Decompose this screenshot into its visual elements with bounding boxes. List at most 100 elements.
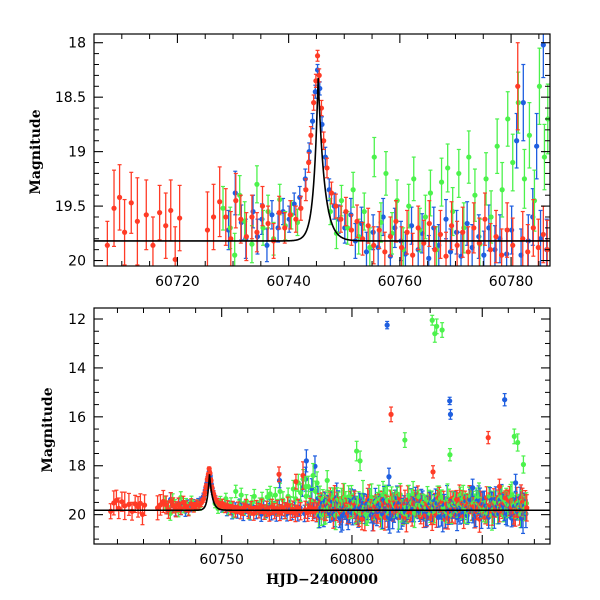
- blue-data-point: [225, 209, 232, 251]
- red-data-point: [487, 222, 494, 266]
- green-outlier-point: [303, 476, 309, 497]
- red-data-point: [206, 466, 212, 472]
- green-outlier-point: [439, 322, 445, 338]
- top-panel-frame: [93, 33, 551, 267]
- green-outlier-point: [429, 314, 435, 326]
- blue-outlier-point: [303, 449, 309, 473]
- red-data-point: [471, 202, 477, 254]
- red-outlier-point: [388, 406, 394, 423]
- blue-data-point: [269, 200, 275, 230]
- top-panel-x-tick-label: 60720: [155, 274, 200, 290]
- red-data-point: [157, 493, 164, 516]
- red-data-point: [524, 494, 530, 522]
- red-data-point: [287, 200, 293, 230]
- top-panel-y-tick-label: 19: [68, 145, 86, 161]
- red-data-point: [203, 483, 209, 490]
- green-outlier-point: [402, 432, 408, 448]
- bottom-panel-y-axis-label: Magnitude: [40, 387, 56, 472]
- red-data-point: [316, 68, 322, 83]
- red-data-point: [493, 209, 499, 264]
- blue-data-point: [540, 34, 546, 79]
- red-data-point: [365, 207, 371, 244]
- red-data-point: [249, 194, 255, 240]
- red-outlier-point: [276, 466, 282, 483]
- red-data-point: [426, 200, 432, 247]
- green-data-point: [526, 102, 533, 169]
- red-data-point: [217, 166, 223, 238]
- red-data-point: [393, 200, 399, 243]
- green-data-point: [541, 123, 548, 191]
- red-data-point: [314, 49, 321, 62]
- red-data-point: [303, 178, 309, 202]
- green-outlier-point: [447, 448, 453, 462]
- red-data-point: [122, 491, 128, 521]
- green-data-point: [233, 484, 239, 499]
- red-data-point: [210, 183, 217, 251]
- blue-outlier-point: [447, 408, 454, 420]
- green-data-point: [383, 151, 389, 196]
- red-data-point: [387, 216, 393, 257]
- red-data-point: [150, 216, 156, 266]
- green-data-point: [536, 47, 543, 126]
- red-data-point: [163, 192, 169, 259]
- red-data-point: [354, 204, 360, 239]
- top-panel-y-tick-label: 20: [68, 254, 86, 270]
- green-data-point: [367, 227, 373, 266]
- red-data-point: [177, 184, 183, 252]
- blue-outlier-point: [513, 473, 519, 493]
- red-data-point: [313, 73, 319, 88]
- red-data-point: [305, 503, 311, 522]
- red-data-point: [276, 195, 282, 230]
- bottom-panel-y-tick-label: 20: [68, 508, 86, 524]
- bottom-panel-y-tick-label: 18: [68, 459, 86, 475]
- red-data-point: [328, 181, 335, 205]
- red-data-point: [333, 193, 339, 219]
- red-data-point: [465, 226, 471, 266]
- red-data-point: [160, 489, 166, 514]
- green-outlier-point: [520, 455, 527, 474]
- red-data-point: [157, 184, 163, 241]
- red-data-point: [510, 217, 516, 266]
- red-data-point: [121, 198, 128, 266]
- bottom-panel: 60750 60800 60850 12 14 16 18 20 Magnitude HJD−…: [40, 307, 551, 588]
- red-data-point: [172, 226, 178, 266]
- green-outlier-point: [515, 433, 521, 452]
- red-data-point: [111, 169, 117, 247]
- red-outlier-point: [293, 473, 299, 490]
- green-data-point: [427, 169, 434, 217]
- red-data-point: [170, 497, 176, 514]
- red-data-point: [116, 164, 123, 231]
- red-data-point: [525, 224, 531, 266]
- red-data-point: [535, 218, 541, 266]
- top-panel-clip-group: [94, 34, 550, 266]
- green-data-point: [456, 148, 462, 198]
- top-panel-y-tick-label: 18.5: [55, 90, 86, 106]
- red-data-point: [311, 94, 317, 111]
- red-data-point: [520, 210, 526, 266]
- red-data-point: [324, 157, 330, 179]
- top-panel-model-curve: [94, 77, 550, 242]
- red-data-point: [277, 504, 283, 522]
- blue-data-point: [514, 112, 520, 169]
- red-data-point: [415, 205, 421, 251]
- red-data-point: [104, 220, 110, 266]
- red-data-point: [228, 210, 234, 266]
- red-data-point: [259, 185, 266, 227]
- green-data-point: [350, 171, 356, 208]
- top-panel-x-tick-label: 60740: [266, 274, 311, 290]
- blue-data-point: [464, 201, 470, 246]
- red-data-point: [530, 198, 536, 257]
- red-data-point: [204, 191, 211, 266]
- red-data-point: [398, 226, 405, 266]
- red-data-point: [371, 226, 377, 265]
- red-data-point: [404, 209, 410, 255]
- red-data-point: [476, 217, 482, 266]
- red-data-point: [126, 492, 132, 516]
- bottom-panel-model-curve: [94, 474, 550, 512]
- blue-data-point: [408, 206, 415, 245]
- red-data-point: [180, 495, 186, 510]
- green-data-point: [220, 185, 226, 231]
- green-data-point: [298, 483, 304, 503]
- green-data-point: [371, 136, 377, 178]
